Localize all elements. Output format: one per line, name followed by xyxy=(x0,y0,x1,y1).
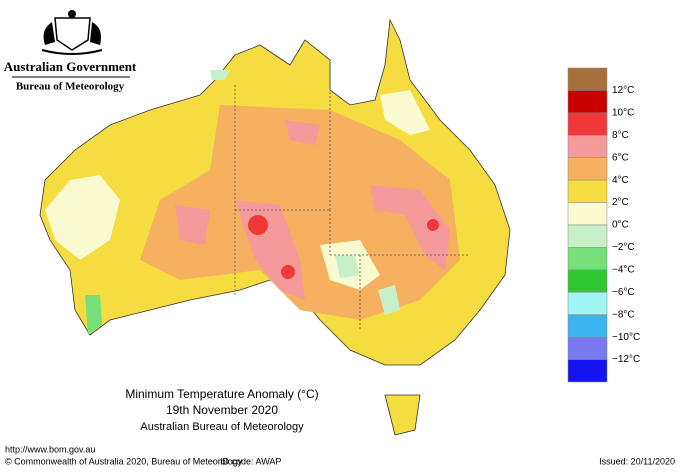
coat-of-arms xyxy=(41,10,103,55)
legend-swatch xyxy=(567,292,608,315)
legend-swatch xyxy=(567,157,608,181)
government-name: Australian Government xyxy=(4,59,137,74)
legend-label: −10°C xyxy=(612,332,640,343)
legend-swatch xyxy=(567,247,608,271)
legend-label: 10°C xyxy=(612,107,634,118)
legend-label: 0°C xyxy=(612,220,629,231)
footer-id-code: ID code: AWAP xyxy=(220,456,281,466)
australia-map xyxy=(39,18,511,436)
agency-name: Bureau of Meteorology xyxy=(16,81,125,93)
legend-swatch xyxy=(567,135,608,158)
legend-label: 12°C xyxy=(612,85,634,96)
legend-swatch xyxy=(567,202,608,226)
legend-label: −6°C xyxy=(612,287,635,298)
legend-swatch xyxy=(567,359,608,383)
footer-issued: Issued: 20/11/2020 xyxy=(599,456,675,466)
legend-label: −8°C xyxy=(612,309,635,320)
map-title: Minimum Temperature Anomaly (°C) xyxy=(125,387,318,401)
legend-label: 6°C xyxy=(612,152,629,163)
footer-copyright: © Commonwealth of Australia 2020, Bureau… xyxy=(5,456,243,466)
map-source: Australian Bureau of Meteorology xyxy=(140,421,304,433)
legend-label: 8°C xyxy=(612,130,629,141)
legend-label: 4°C xyxy=(612,175,629,186)
legend-label: −12°C xyxy=(612,354,640,365)
legend-swatch xyxy=(567,179,608,203)
legend-swatch xyxy=(567,67,608,91)
legend-swatch xyxy=(567,336,608,360)
legend-swatch xyxy=(567,90,608,114)
legend-swatch xyxy=(567,224,608,248)
legend: 12°C 10°C 8°C 6°C 4°C 2°C 0°C −2°C −4°C −6°C −8°C −… xyxy=(567,67,640,383)
legend-swatch xyxy=(567,112,608,136)
footer-url: http://www.bom.gov.au xyxy=(5,444,95,454)
legend-label: 2°C xyxy=(612,197,629,208)
legend-swatch xyxy=(567,269,608,293)
legend-label: −2°C xyxy=(612,242,635,253)
map-date: 19th November 2020 xyxy=(166,403,278,417)
legend-swatch xyxy=(567,314,608,338)
legend-label: −4°C xyxy=(612,264,635,275)
